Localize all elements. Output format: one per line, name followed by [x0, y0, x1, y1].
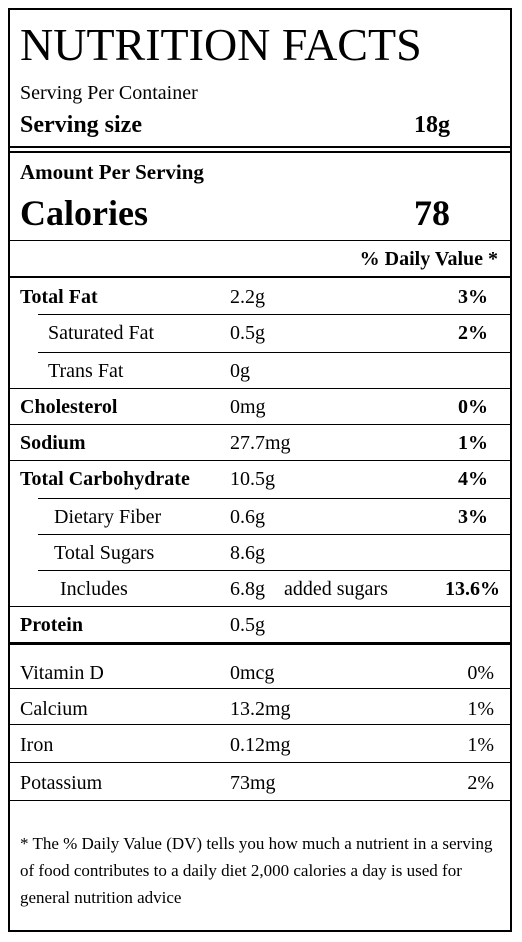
nutrient-dv: 1% — [458, 432, 488, 454]
section-line — [10, 800, 510, 801]
nutrient-dv: 4% — [458, 468, 488, 490]
vitamin-amount: 73mg — [230, 772, 276, 794]
vitamin-name: Calcium — [20, 698, 88, 720]
row-line — [38, 352, 510, 353]
nutrient-dv: 3% — [458, 286, 488, 308]
nutrient-name: Protein — [20, 614, 83, 636]
serving-size-label: Serving size — [20, 112, 142, 138]
nutrient-name: Saturated Fat — [48, 322, 155, 344]
row-line — [10, 606, 510, 607]
vitamin-name: Iron — [20, 734, 54, 756]
calories: 78 — [414, 193, 450, 233]
nutrient-name: Sodium — [20, 432, 86, 454]
nutrient-note: added sugars — [284, 578, 388, 600]
nutrient-name: Cholesterol — [20, 396, 118, 418]
row-line — [10, 688, 510, 689]
row-line — [10, 424, 510, 425]
calories-label: Calories — [20, 193, 148, 233]
nutrient-amount: 0mg — [230, 396, 266, 418]
row-line — [10, 762, 510, 763]
vitamin-dv: 2% — [467, 772, 494, 794]
nutrient-dv: 2% — [458, 322, 488, 344]
row-line — [10, 724, 510, 725]
nutrient-amount: 0.5g — [230, 322, 265, 344]
nutrient-name: Trans Fat — [48, 360, 124, 382]
vitamin-amount: 0.12mg — [230, 734, 291, 756]
nutrient-amount: 0.5g — [230, 614, 265, 636]
label: NUTRITION FACTS Serving Per Container Se… — [8, 8, 512, 932]
vitamin-dv: 1% — [467, 698, 494, 720]
amount-label: Amount Per Serving — [20, 160, 204, 184]
vitamin-dv: 1% — [467, 734, 494, 756]
nutrient-name: Total Fat — [20, 286, 98, 308]
row-line — [38, 570, 510, 571]
servings: Serving Per Container — [20, 82, 198, 104]
section-line — [10, 642, 510, 645]
footnote: * The % Daily Value (DV) tells you how m… — [20, 834, 493, 907]
nutrient-amount: 0g — [230, 360, 250, 382]
nutrient-amount: 0.6g — [230, 506, 265, 528]
title: NUTRITION FACTS — [20, 19, 422, 70]
row-line — [38, 314, 510, 315]
nutrient-amount: 6.8g — [230, 578, 265, 600]
nutrient-amount: 10.5g — [230, 468, 275, 490]
vitamin-amount: 0mcg — [230, 662, 275, 684]
serving-size: 18g — [414, 112, 450, 138]
row-line — [10, 388, 510, 389]
dv-header: % Daily Value * — [359, 248, 498, 270]
row-line — [38, 534, 510, 535]
nutrient-name: Dietary Fiber — [54, 506, 162, 528]
nutrient-name: Total Carbohydrate — [20, 468, 190, 490]
nutrient-dv: 0% — [458, 396, 488, 418]
vitamin-name: Potassium — [20, 772, 103, 794]
row-line — [38, 498, 510, 499]
nutrient-dv: 13.6% — [445, 578, 500, 600]
nutrient-dv: 3% — [458, 506, 488, 528]
vitamin-name: Vitamin D — [20, 662, 104, 684]
nutrient-name: Includes — [60, 578, 128, 600]
vitamin-dv: 0% — [467, 662, 494, 684]
nutrient-name: Total Sugars — [54, 542, 155, 564]
nutrient-amount: 2.2g — [230, 286, 265, 308]
vitamin-amount: 13.2mg — [230, 698, 291, 720]
row-line — [10, 460, 510, 461]
nutrient-amount: 8.6g — [230, 542, 265, 564]
nutrient-amount: 27.7mg — [230, 432, 291, 454]
